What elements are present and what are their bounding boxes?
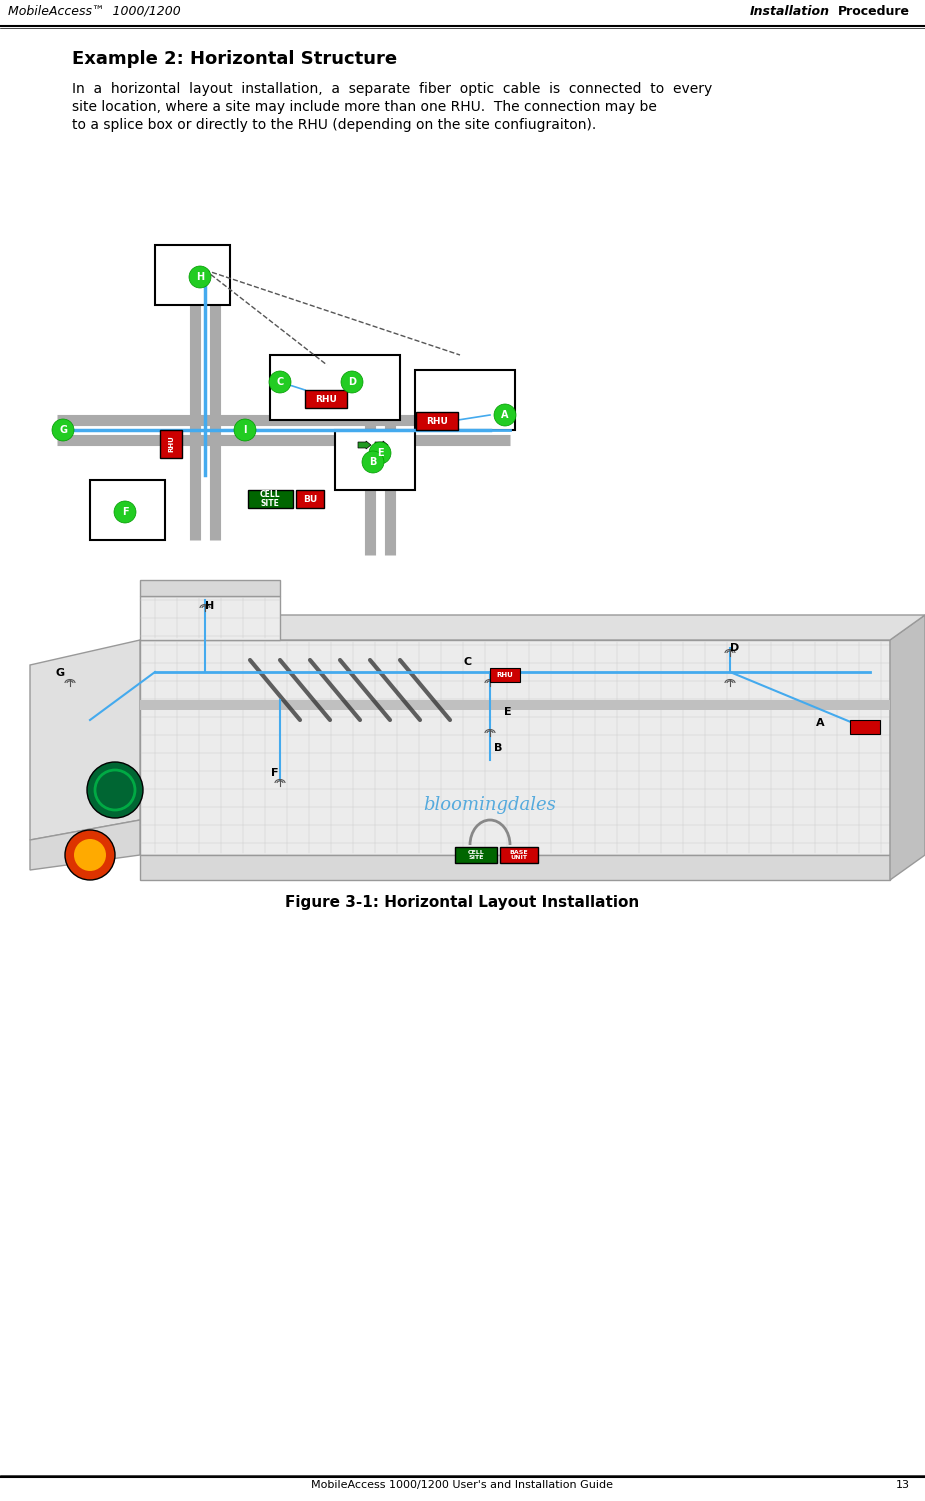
Text: In  a  horizontal  layout  installation,  a  separate  fiber  optic  cable  is  : In a horizontal layout installation, a s…: [72, 83, 712, 96]
Bar: [90, 480, 165, 540]
Text: Procedure: Procedure: [838, 5, 910, 18]
Circle shape: [52, 419, 74, 441]
Text: H: H: [205, 600, 215, 611]
Circle shape: [341, 371, 363, 393]
Text: C: C: [277, 377, 284, 387]
Text: B: B: [494, 743, 502, 754]
Text: G: G: [59, 425, 67, 435]
Polygon shape: [140, 615, 925, 639]
FancyArrow shape: [358, 441, 371, 449]
Circle shape: [65, 830, 115, 880]
Text: F: F: [271, 769, 278, 778]
Text: RHU: RHU: [168, 435, 174, 452]
Circle shape: [114, 501, 136, 522]
Text: MobileAccess 1000/1200 User's and Installation Guide: MobileAccess 1000/1200 User's and Instal…: [311, 1480, 613, 1490]
Text: RHU: RHU: [426, 416, 448, 425]
Circle shape: [269, 371, 291, 393]
Text: BASE
UNIT: BASE UNIT: [510, 850, 528, 860]
Circle shape: [74, 839, 106, 871]
Bar: [850, 720, 880, 734]
Polygon shape: [140, 579, 280, 596]
Bar: [490, 668, 520, 681]
Text: MobileAccess™  1000/1200: MobileAccess™ 1000/1200: [8, 5, 180, 18]
Bar: [305, 390, 347, 408]
Text: CELL
SITE: CELL SITE: [468, 850, 485, 860]
Text: B: B: [369, 456, 376, 467]
Text: E: E: [504, 707, 512, 717]
Text: RHU: RHU: [497, 672, 513, 678]
Bar: [416, 411, 458, 429]
Circle shape: [494, 404, 516, 426]
Text: A: A: [816, 717, 824, 728]
Text: G: G: [56, 668, 65, 678]
Text: Figure 3-1: Horizontal Layout Installation: Figure 3-1: Horizontal Layout Installati…: [285, 895, 639, 910]
Polygon shape: [30, 820, 140, 871]
Text: 13: 13: [896, 1480, 910, 1490]
Circle shape: [87, 763, 143, 818]
Text: H: H: [196, 272, 204, 282]
Bar: [500, 847, 538, 863]
Circle shape: [189, 266, 211, 288]
Polygon shape: [140, 699, 890, 710]
Text: Installation: Installation: [750, 5, 830, 18]
Circle shape: [362, 450, 384, 473]
Bar: [335, 429, 415, 489]
Text: CELL
SITE: CELL SITE: [260, 491, 280, 507]
Circle shape: [369, 441, 391, 464]
Text: Example 2: Horizontal Structure: Example 2: Horizontal Structure: [72, 50, 397, 68]
Circle shape: [234, 419, 256, 441]
Text: F: F: [122, 507, 129, 516]
Text: site location, where a site may include more than one RHU.  The connection may b: site location, where a site may include …: [72, 101, 657, 114]
Polygon shape: [140, 639, 890, 856]
Bar: [155, 245, 230, 305]
Bar: [248, 489, 293, 507]
Polygon shape: [30, 639, 140, 841]
Text: E: E: [376, 447, 383, 458]
Text: bloomingdales: bloomingdales: [424, 796, 557, 814]
Bar: [160, 429, 182, 458]
FancyArrow shape: [375, 441, 388, 449]
Text: D: D: [348, 377, 356, 387]
Text: I: I: [243, 425, 247, 435]
Bar: [455, 847, 497, 863]
Text: to a splice box or directly to the RHU (depending on the site confiugraiton).: to a splice box or directly to the RHU (…: [72, 119, 597, 132]
Text: RHU: RHU: [315, 395, 337, 404]
Text: D: D: [731, 642, 740, 653]
Text: BU: BU: [302, 494, 317, 503]
Polygon shape: [890, 615, 925, 880]
Text: A: A: [501, 410, 509, 420]
Bar: [270, 356, 400, 420]
Bar: [296, 489, 324, 507]
Bar: [415, 371, 515, 429]
Polygon shape: [140, 596, 280, 639]
Polygon shape: [140, 856, 890, 880]
Text: C: C: [464, 657, 472, 666]
